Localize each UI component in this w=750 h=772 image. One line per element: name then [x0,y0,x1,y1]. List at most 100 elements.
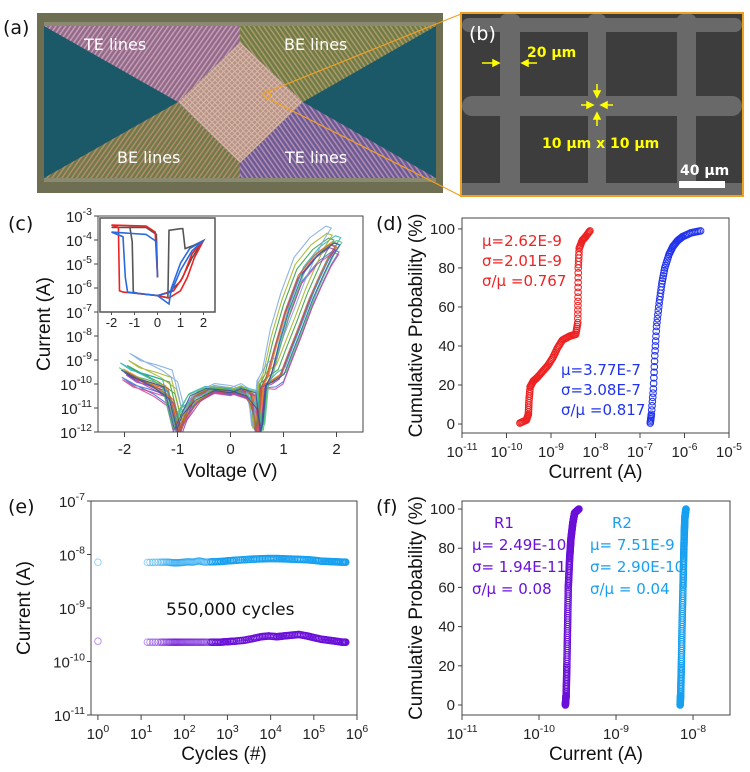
stat-annotation-r1: σ/μ = 0.08 [472,580,552,598]
data-point-hrs [574,314,582,323]
data-point-r1 [341,638,350,646]
stat-annotation-lrs: σ/μ =0.817 [561,401,645,419]
data-point-r1 [174,638,183,646]
data-point-hrs [573,318,582,327]
data-point-r1 [154,638,162,646]
data-point-r2 [161,558,169,566]
te-lines-bottom-label: TE lines [284,148,347,167]
data-point-r2 [191,557,200,566]
y-tick-label: 10-6 [66,278,92,298]
data-point-r2 [170,558,179,567]
y-tick-label: 10-10 [60,374,92,394]
data-point-r1 [166,638,174,646]
te-lines-top-fan [44,26,240,102]
y-tick-label: 10-7 [59,491,85,511]
data-point-hrs [574,269,583,277]
data-point-lrs [676,234,684,243]
data-point-hrs [574,293,582,302]
data-point-r1 [159,638,168,646]
x-tick-label: 10-5 [716,441,742,461]
y-tick-label: 60 [438,299,455,316]
y-tick-label: 10-5 [66,254,92,274]
x-tick-label: 106 [346,723,369,743]
x-tick-label: 10-6 [671,441,697,461]
y-tick-label: 10-7 [66,302,92,322]
data-point-lrs [651,337,660,345]
stat-annotation-lrs: σ=3.08E-7 [561,381,641,399]
stat-annotation-r2: σ/μ = 0.04 [590,580,670,598]
data-point-r1 [202,638,211,646]
x-tick-label: 103 [216,723,239,743]
data-point-r1 [189,638,197,646]
data-point-r2 [682,505,690,513]
data-point-lrs [654,310,662,319]
data-point-r2 [192,557,201,566]
data-point-r1 [156,638,165,646]
data-point-r1 [164,638,172,646]
data-point-r1 [158,638,166,646]
data-point-lrs [647,406,656,414]
y-tick-label: 20 [438,377,455,394]
data-point-r1 [161,638,169,646]
data-point-lrs [649,379,658,388]
data-point-r1 [194,638,202,646]
data-point-r2 [187,558,195,566]
y-tick-label: 20 [438,658,455,675]
data-point-r1 [192,638,201,646]
data-point-r2 [172,558,180,567]
data-point-r1 [181,638,190,646]
data-point-r1 [169,638,178,646]
data-point-r1 [575,505,583,513]
panel-label-b: (b) [469,23,496,45]
inset-x-tick-label: 0 [154,315,161,330]
y-tick-label: 80 [438,540,455,557]
data-point-r1 [196,638,205,646]
stat-annotation-r1: μ= 2.49E-10 [472,536,566,554]
panel-label-f: (f) [376,496,398,518]
data-point-r1 [151,638,160,646]
x-axis-label: Current (A) [549,744,643,765]
data-point-r2 [182,558,191,566]
data-point-r1 [172,638,180,646]
data-point-r1 [195,638,203,646]
data-point-lrs [660,266,669,275]
data-point-lrs [648,397,657,406]
data-point-lrs [650,368,658,377]
data-point-r1 [199,638,208,646]
y-tick-label: 10-11 [61,398,92,418]
panel-label-a: (a) [3,17,29,39]
data-point-hrs [586,227,594,235]
data-point-r1 [162,638,171,646]
data-point-r2 [156,558,165,566]
y-tick-label: 40 [438,338,455,355]
x-tick-label: 10-9 [538,441,564,461]
x-tick-label: 10-9 [603,723,629,743]
data-point-r2 [184,558,193,566]
data-point-r1 [564,587,573,596]
data-point-r2 [166,558,174,567]
data-point-r2 [151,558,160,567]
data-point-r2 [176,558,185,567]
iv-curve [120,242,341,432]
data-point-lrs [650,357,659,366]
data-point-r1 [186,638,194,646]
data-point-r1 [172,638,181,646]
data-point-lrs [647,410,656,419]
y-tick-label: 10-12 [60,422,92,442]
y-tick-label: 10-11 [54,705,85,725]
data-point-r1 [187,638,195,646]
x-tick-label: 10-8 [582,441,608,461]
data-point-r1 [198,638,207,646]
data-point-lrs [653,318,661,327]
data-point-r2 [169,558,178,567]
data-point-lrs [657,283,666,291]
data-point-r1 [180,638,189,646]
data-point-r1 [165,638,173,646]
data-point-r1 [191,638,200,646]
data-point-r2 [143,558,152,567]
data-point-r2 [189,558,197,566]
stat-annotation-r2: μ= 7.51E-9 [590,536,675,554]
data-point-r2 [183,558,192,566]
panel-label-e: (e) [8,496,35,518]
data-point-r2 [173,558,182,567]
